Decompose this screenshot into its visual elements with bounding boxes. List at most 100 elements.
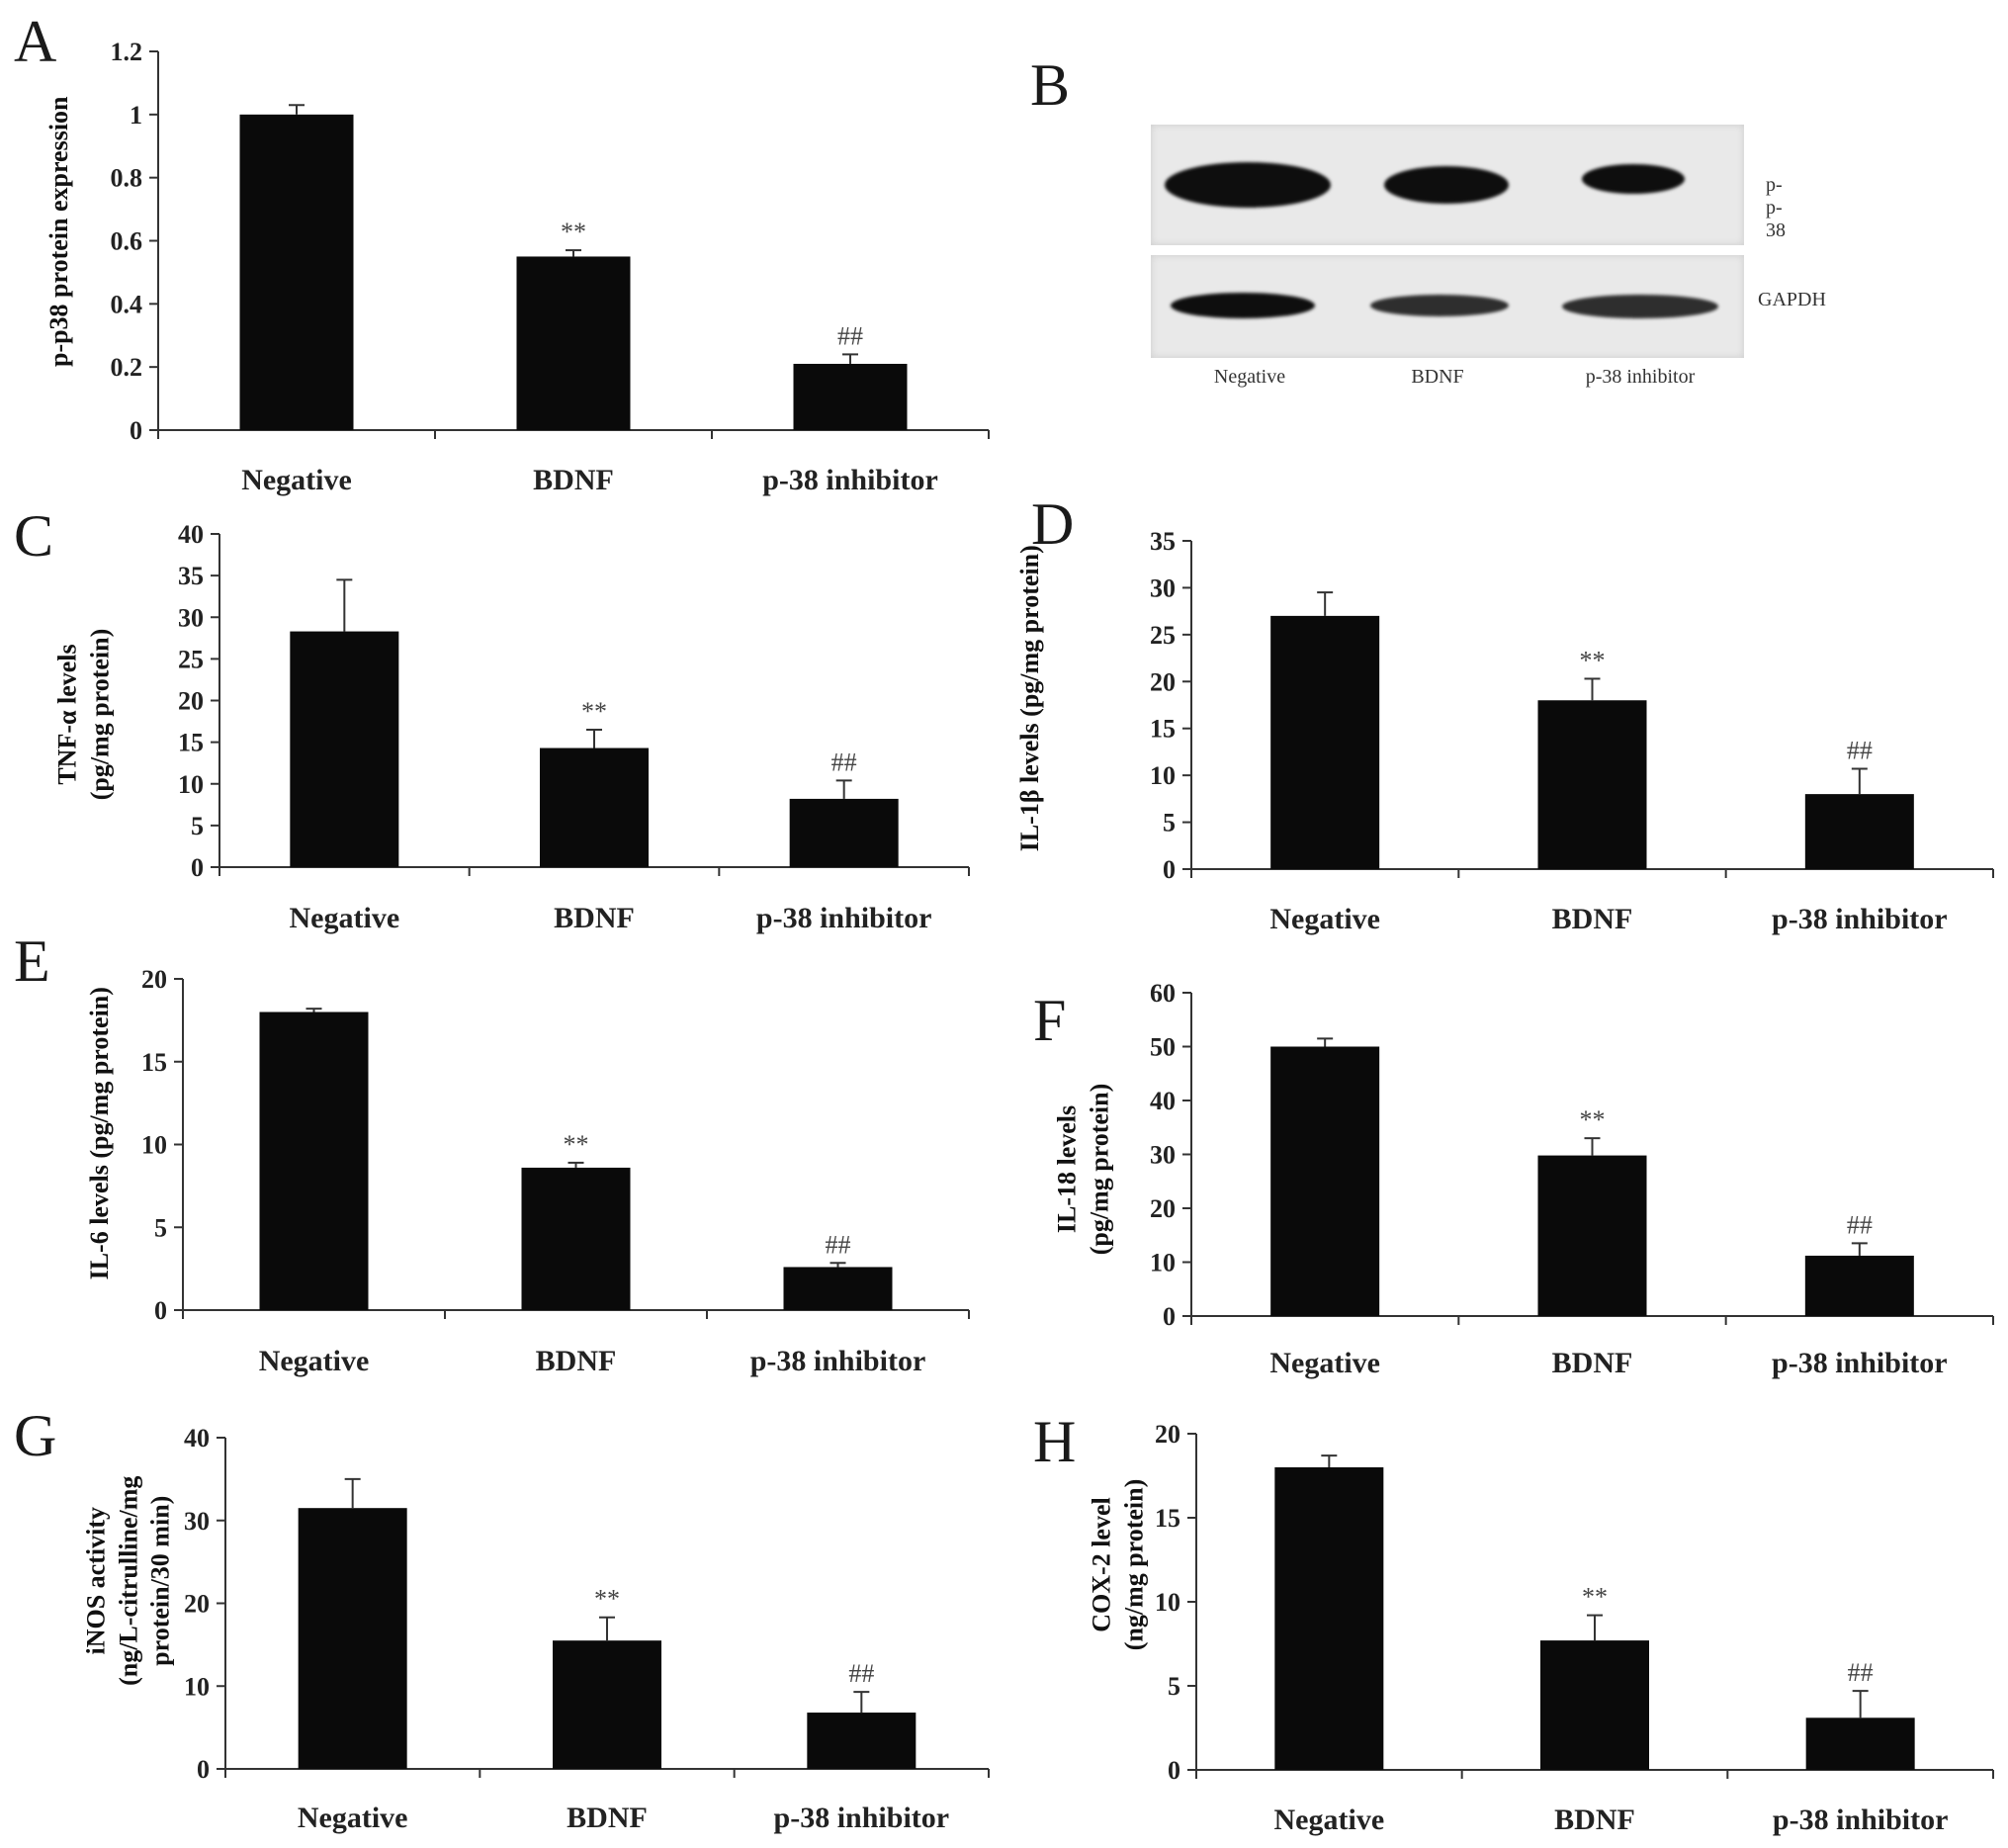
y-tick-label: 10 bbox=[1155, 1588, 1180, 1617]
bar bbox=[783, 1267, 893, 1310]
y-tick-label: 35 bbox=[1150, 527, 1176, 556]
y-tick-label: 0 bbox=[1168, 1756, 1180, 1785]
significance-label: ## bbox=[1848, 1658, 1874, 1687]
blot-band bbox=[1562, 295, 1718, 318]
bar-chart-a: 0 0.2 0.4 0.6 0.8 1 1.2 Negative ** BDNF ## p-38 in… bbox=[111, 38, 990, 496]
y-tick-label: 15 bbox=[1150, 715, 1176, 744]
y-tick-label: 0 bbox=[197, 1755, 210, 1784]
bar bbox=[516, 256, 631, 430]
category-label: p-38 inhibitor bbox=[1772, 903, 1948, 935]
bar bbox=[1804, 794, 1914, 869]
y-tick-label: 0 bbox=[154, 1296, 167, 1325]
bar bbox=[239, 114, 354, 430]
bar bbox=[290, 631, 399, 867]
chart-panel-e: E IL-6 levels (pg/mg protein) 0 5 10 15 20 Ne… bbox=[0, 931, 1004, 1384]
y-tick-label: 0 bbox=[191, 853, 204, 882]
blot-lane-label: p-38 inhibitor bbox=[1585, 366, 1696, 388]
significance-label: ** bbox=[1580, 1105, 1606, 1134]
y-tick-label: 0 bbox=[1163, 855, 1176, 884]
western-blot: p-p-38 GAPDH Negative BDNF p-38 inhibito… bbox=[1151, 125, 1826, 421]
blot-row-label-p-p38: p-p-38 bbox=[1766, 174, 1786, 241]
blot-band bbox=[1370, 295, 1509, 316]
y-tick-label: 0.2 bbox=[111, 353, 143, 382]
y-tick-label: 1.2 bbox=[111, 38, 143, 66]
blot-strip-gapdh bbox=[1151, 255, 1744, 358]
bar bbox=[1804, 1255, 1914, 1316]
category-label: Negative bbox=[1269, 1347, 1380, 1379]
bar bbox=[259, 1012, 369, 1310]
bar bbox=[1270, 1046, 1380, 1316]
y-tick-label: 30 bbox=[1150, 573, 1176, 602]
bar bbox=[1274, 1467, 1384, 1770]
category-label: BDNF bbox=[533, 464, 614, 496]
panel-letter-e: E bbox=[14, 928, 50, 994]
category-label: BDNF bbox=[1552, 903, 1633, 935]
bar bbox=[540, 748, 649, 867]
y-tick-label: 0 bbox=[130, 416, 142, 445]
y-tick-label: 10 bbox=[184, 1672, 210, 1701]
bar bbox=[1537, 1155, 1647, 1316]
category-label: p-38 inhibitor bbox=[1772, 1347, 1948, 1379]
category-label: p-38 inhibitor bbox=[1773, 1804, 1949, 1836]
significance-label: ** bbox=[561, 218, 586, 246]
y-tick-label: 35 bbox=[178, 562, 204, 590]
significance-label: ** bbox=[581, 697, 607, 726]
blot-band bbox=[1171, 293, 1315, 318]
category-label: Negative bbox=[1269, 903, 1380, 935]
y-tick-label: 0.8 bbox=[111, 164, 143, 193]
panel-letter-d: D bbox=[1031, 491, 1075, 557]
y-tick-label: 0.6 bbox=[111, 227, 143, 256]
significance-label: ** bbox=[1582, 1583, 1608, 1612]
y-tick-label: 30 bbox=[1150, 1141, 1176, 1170]
blot-band bbox=[1165, 162, 1331, 208]
category-label: Negative bbox=[298, 1802, 408, 1834]
bar-chart-h: 0 5 10 15 20 Negative ** BDNF ## p-38 inhibitor bbox=[1155, 1420, 1994, 1836]
category-label: BDNF bbox=[554, 902, 635, 934]
category-label: p-38 inhibitor bbox=[774, 1802, 950, 1834]
bar bbox=[1540, 1640, 1649, 1770]
bar bbox=[1805, 1717, 1915, 1770]
y-tick-label: 15 bbox=[1155, 1504, 1180, 1533]
y-tick-label: 20 bbox=[1155, 1420, 1180, 1449]
bar bbox=[793, 363, 908, 430]
y-tick-label: 20 bbox=[1150, 667, 1176, 696]
y-tick-label: 50 bbox=[1150, 1033, 1176, 1062]
category-label: Negative bbox=[1274, 1804, 1385, 1836]
blot-band bbox=[1384, 166, 1509, 204]
y-tick-label: 20 bbox=[141, 965, 167, 994]
significance-label: ** bbox=[564, 1130, 589, 1159]
y-tick-label: 15 bbox=[178, 729, 204, 757]
y-tick-label: 10 bbox=[1150, 1249, 1176, 1277]
category-label: Negative bbox=[259, 1345, 370, 1377]
significance-label: ## bbox=[1847, 1210, 1873, 1239]
category-label: BDNF bbox=[1552, 1347, 1633, 1379]
blot-lane-label: BDNF bbox=[1411, 366, 1464, 388]
y-tick-label: 0.4 bbox=[111, 290, 143, 318]
panel-letter-h: H bbox=[1033, 1409, 1077, 1474]
bar-chart-d: 0 5 10 15 20 25 30 35 Negative ** BDNF ## p-38 inhib… bbox=[1150, 527, 1994, 935]
category-label: Negative bbox=[290, 902, 400, 934]
significance-label: ## bbox=[1847, 737, 1873, 765]
significance-label: ** bbox=[1580, 646, 1606, 674]
bar bbox=[553, 1640, 661, 1769]
bar bbox=[521, 1167, 631, 1310]
y-tick-label: 5 bbox=[1168, 1672, 1180, 1701]
y-tick-label: 60 bbox=[1150, 979, 1176, 1008]
bar-chart-g: 0 10 20 30 40 Negative ** BDNF ## p-38 inhibitor bbox=[184, 1424, 990, 1834]
y-tick-label: 40 bbox=[184, 1424, 210, 1452]
y-tick-label: 1 bbox=[130, 101, 142, 130]
chart-panel-h: H COX-2 level (ng/mg protein) 0 5 10 15 20 Ne… bbox=[1004, 1384, 2008, 1848]
y-tick-label: 25 bbox=[1150, 621, 1176, 650]
panel-letter-f: F bbox=[1033, 988, 1067, 1053]
blot-lane-label: Negative bbox=[1213, 366, 1286, 388]
category-label: BDNF bbox=[536, 1345, 617, 1377]
y-tick-label: 30 bbox=[178, 603, 204, 632]
category-label: BDNF bbox=[1554, 1804, 1635, 1836]
y-tick-label: 40 bbox=[1150, 1087, 1176, 1115]
y-tick-label: 40 bbox=[178, 520, 204, 549]
y-tick-label: 5 bbox=[191, 812, 204, 840]
bar bbox=[789, 798, 899, 867]
category-label: p-38 inhibitor bbox=[762, 464, 938, 496]
panel-letter-g: G bbox=[14, 1403, 57, 1468]
y-tick-label: 25 bbox=[178, 645, 204, 673]
